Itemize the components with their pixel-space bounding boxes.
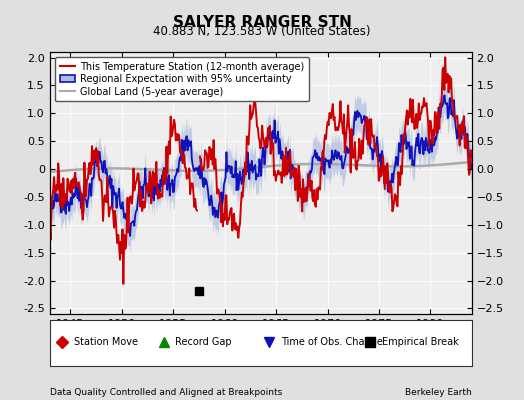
Y-axis label: Temperature Anomaly (°C): Temperature Anomaly (°C)	[523, 109, 524, 257]
Text: Berkeley Earth: Berkeley Earth	[405, 388, 472, 397]
Legend: This Temperature Station (12-month average), Regional Expectation with 95% uncer: This Temperature Station (12-month avera…	[54, 57, 309, 102]
Text: Data Quality Controlled and Aligned at Breakpoints: Data Quality Controlled and Aligned at B…	[50, 388, 282, 397]
Text: Record Gap: Record Gap	[176, 337, 232, 347]
Text: Station Move: Station Move	[74, 337, 138, 347]
Text: 40.883 N, 123.583 W (United States): 40.883 N, 123.583 W (United States)	[153, 25, 371, 38]
Text: Empirical Break: Empirical Break	[382, 337, 459, 347]
Text: Time of Obs. Change: Time of Obs. Change	[281, 337, 383, 347]
Text: SALYER RANGER STN: SALYER RANGER STN	[172, 15, 352, 30]
